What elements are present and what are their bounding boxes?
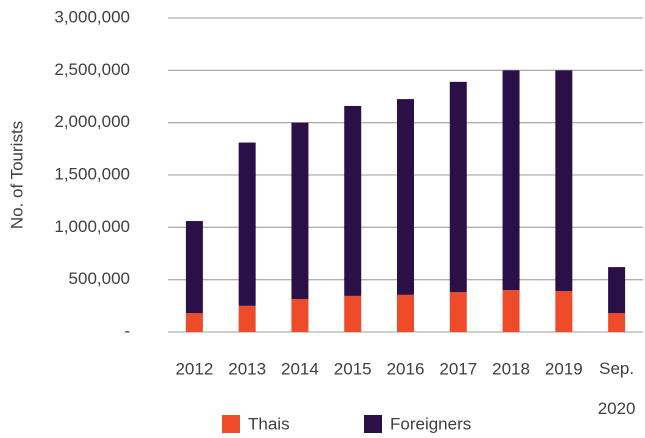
- y-tick-label: 1,500,000: [54, 164, 130, 183]
- bar-segment: [397, 294, 414, 332]
- y-tick-label: 2,000,000: [54, 112, 130, 131]
- x-tick-label: 2017: [439, 359, 477, 378]
- x-tick-label: 2019: [545, 359, 583, 378]
- bar-segment: [238, 142, 256, 306]
- x-tick-label: 2012: [175, 359, 213, 378]
- bar-segment: [185, 221, 203, 314]
- x-tick-label: 2013: [228, 359, 266, 378]
- bar-segment: [555, 291, 573, 332]
- bar-segment: [185, 313, 203, 332]
- bar-segment: [291, 122, 309, 300]
- bar-segment: [449, 292, 467, 332]
- bar-segment: [291, 299, 309, 332]
- bar-segment: [502, 290, 520, 332]
- y-tick-label: -: [124, 321, 130, 340]
- y-tick-label: 2,500,000: [54, 60, 130, 79]
- x-tick-label: 2016: [387, 359, 425, 378]
- x-tick-label: 2014: [281, 359, 319, 378]
- bar-segment: [397, 99, 414, 295]
- x-tick-label: Sep. 2020: [598, 359, 636, 418]
- legend-swatch: [222, 415, 240, 433]
- legend-label: Foreigners: [390, 414, 471, 433]
- y-tick-label: 1,000,000: [54, 217, 130, 236]
- bar-segment: [238, 305, 256, 332]
- bar-segment: [449, 81, 467, 293]
- bar-segment: [555, 70, 573, 292]
- legend-swatch: [364, 415, 382, 433]
- bar-segment: [608, 267, 626, 314]
- bar-segment: [344, 105, 362, 296]
- bar-segment: [502, 70, 520, 291]
- y-tick-label: 3,000,000: [54, 7, 130, 26]
- x-tick-label: 2018: [492, 359, 530, 378]
- y-axis-label: No. of Tourists: [7, 121, 26, 229]
- bar-segment: [344, 295, 362, 332]
- legend-label: Thais: [248, 414, 290, 433]
- bar-segment: [608, 313, 626, 332]
- y-tick-label: 500,000: [69, 269, 130, 288]
- x-tick-label: 2015: [334, 359, 372, 378]
